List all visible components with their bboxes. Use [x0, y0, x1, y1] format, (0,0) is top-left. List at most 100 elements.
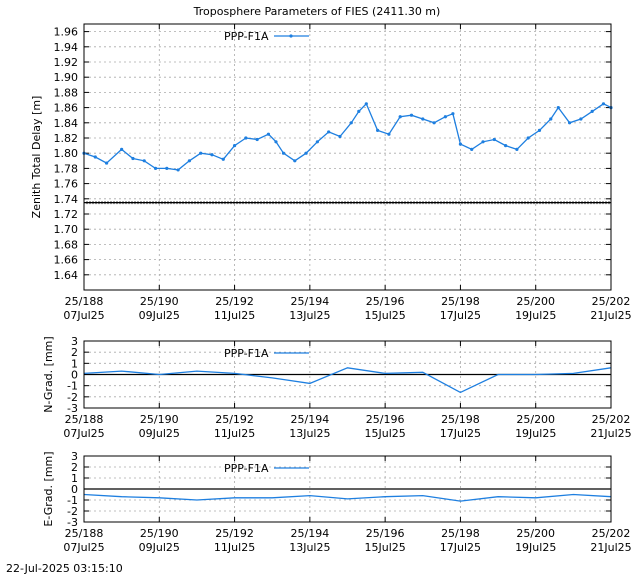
x-tick-date-label: 09Jul25	[139, 541, 180, 554]
x-tick-label: 25/188	[65, 527, 104, 540]
series-line	[83, 367, 612, 394]
y-tick-label: 1.92	[54, 56, 79, 69]
x-tick-date-label: 07Jul25	[63, 427, 104, 440]
x-tick-label: 25/192	[215, 413, 254, 426]
x-tick-date-label: 11Jul25	[214, 541, 255, 554]
x-tick-date-label: 17Jul25	[440, 427, 481, 440]
data-point	[526, 136, 530, 140]
data-point	[443, 115, 447, 119]
x-tick-date-label: 13Jul25	[289, 309, 330, 322]
data-point	[255, 137, 259, 142]
x-tick-label: 25/198	[441, 295, 480, 308]
x-tick-date-label: 13Jul25	[289, 541, 330, 554]
y-tick-label: 0	[71, 483, 78, 496]
data-point	[357, 109, 361, 113]
y-tick-label: 1.86	[54, 102, 79, 115]
y-tick-label: 1.76	[54, 178, 79, 191]
data-point	[432, 121, 436, 125]
x-tick-label: 25/194	[291, 527, 330, 540]
x-tick-date-label: 19Jul25	[515, 309, 556, 322]
x-tick-date-label: 19Jul25	[515, 427, 556, 440]
y-tick-label: 1.66	[54, 254, 79, 267]
x-tick-label: 25/190	[140, 413, 179, 426]
x-tick-date-label: 09Jul25	[139, 427, 180, 440]
series-line	[83, 102, 612, 171]
y-tick-label: 1.94	[54, 41, 79, 54]
data-point	[93, 155, 97, 159]
chart-panel-1: 1.64 1.66 1.68 1.70 1.72 1.74 1.76 1.78 1.80 1.82…	[30, 23, 632, 322]
x-tick-label: 25/200	[516, 413, 555, 426]
data-point	[590, 109, 594, 113]
x-tick-date-label: 15Jul25	[365, 309, 406, 322]
data-point	[187, 159, 191, 163]
x-tick-date-label: 17Jul25	[440, 309, 481, 322]
x-tick-date-label: 07Jul25	[63, 541, 104, 554]
x-tick-label: 25/192	[215, 295, 254, 308]
y-tick-label: 1.64	[54, 269, 79, 282]
x-tick-label: 25/196	[366, 295, 405, 308]
data-point	[387, 132, 391, 136]
y-tick-label: 3	[71, 335, 78, 348]
y-tick-label: -2	[67, 391, 78, 404]
y-tick-label: 1.68	[54, 238, 79, 251]
x-tick-label: 25/190	[140, 527, 179, 540]
legend-label: PPP-F1A	[224, 30, 269, 43]
plot-frame	[83, 455, 612, 523]
data-point	[601, 102, 606, 106]
y-tick-label: 1.96	[54, 26, 79, 39]
x-tick-date-label: 11Jul25	[214, 427, 255, 440]
x-tick-date-label: 17Jul25	[440, 541, 481, 554]
x-tick-label: 25/196	[366, 527, 405, 540]
x-tick-label: 25/196	[366, 413, 405, 426]
data-point	[199, 151, 203, 155]
y-tick-label: 1	[71, 472, 78, 485]
data-point	[515, 147, 519, 151]
data-point	[549, 117, 553, 121]
y-tick-label: 1.80	[54, 147, 79, 160]
x-tick-date-label: 09Jul25	[139, 309, 180, 322]
x-tick-label: 25/188	[65, 413, 104, 426]
data-point	[579, 117, 583, 121]
y-tick-label: 1.70	[54, 223, 79, 236]
x-tick-label: 25/192	[215, 527, 254, 540]
x-tick-date-label: 21Jul25	[590, 309, 631, 322]
data-point	[376, 128, 380, 132]
y-tick-label: 1.82	[54, 132, 79, 145]
data-point	[492, 137, 496, 142]
data-point	[327, 130, 331, 134]
data-point	[274, 140, 278, 144]
data-point	[131, 156, 135, 161]
y-tick-label: 2	[71, 346, 78, 359]
chart-title: Troposphere Parameters of FIES (2411.30 …	[193, 5, 441, 18]
data-point	[567, 121, 572, 125]
x-tick-date-label: 21Jul25	[590, 541, 631, 554]
x-tick-date-label: 11Jul25	[214, 309, 255, 322]
y-tick-label: 0	[71, 369, 78, 382]
data-point	[315, 140, 319, 144]
plot-frame	[83, 340, 612, 409]
data-point	[304, 151, 308, 155]
y-tick-label: -3	[67, 402, 78, 415]
data-point	[281, 151, 286, 155]
y-tick-label: 1.78	[54, 162, 79, 175]
data-point	[409, 113, 414, 117]
x-tick-label: 25/194	[291, 295, 330, 308]
x-tick-date-label: 15Jul25	[365, 541, 406, 554]
x-tick-label: 25/200	[516, 527, 555, 540]
y-tick-label: -1	[67, 380, 78, 393]
y-axis-label: E-Grad. [mm]	[42, 451, 55, 526]
x-tick-date-label: 07Jul25	[63, 309, 104, 322]
data-point	[221, 157, 225, 161]
data-point	[364, 102, 368, 106]
data-point	[266, 132, 271, 136]
data-point	[232, 144, 237, 148]
y-tick-label: 1	[71, 357, 78, 370]
x-tick-label: 25/200	[516, 295, 555, 308]
plot-frame	[83, 23, 612, 291]
y-tick-label: 1.88	[54, 86, 79, 99]
y-tick-label: 1.72	[54, 208, 79, 221]
legend-label: PPP-F1A	[224, 462, 269, 475]
